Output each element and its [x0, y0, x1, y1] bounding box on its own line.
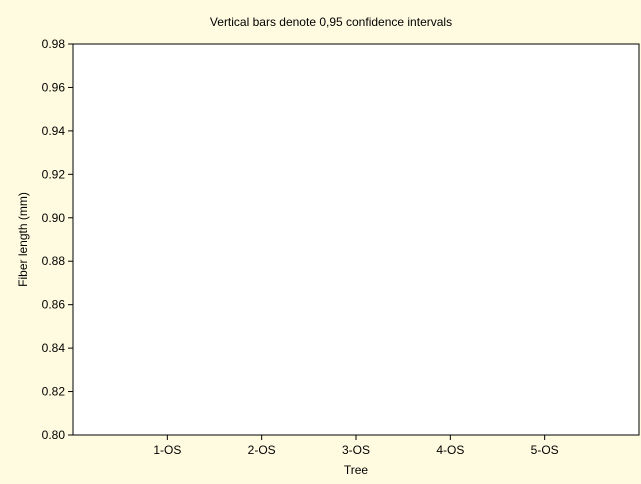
ticks-layer: 0.80 0.82 0.84 0.86 0.88 0.90 0.92 0.94 0.96 0.98…	[42, 37, 559, 457]
y-tick-label: 0.88	[42, 254, 66, 268]
y-tick-label: 0.94	[42, 124, 66, 138]
y-tick-label: 0.86	[42, 298, 66, 312]
x-tick-label: 4-OS	[436, 443, 464, 457]
chart-title: Vertical bars denote 0,95 confidence int…	[210, 15, 452, 29]
y-tick-label: 0.90	[42, 211, 66, 225]
x-tick-label: 5-OS	[531, 443, 559, 457]
x-axis-label: Tree	[344, 463, 369, 477]
y-tick-label: 0.84	[42, 341, 66, 355]
plot-frame	[72, 43, 640, 436]
y-tick-label: 0.96	[42, 80, 66, 94]
y-tick-label: 0.98	[42, 37, 66, 51]
x-tick-label: 3-OS	[342, 443, 370, 457]
x-tick-label: 2-OS	[248, 443, 276, 457]
y-tick-label: 0.92	[42, 167, 66, 181]
y-tick-label: 0.80	[42, 428, 66, 442]
x-tick-label: 1-OS	[153, 443, 181, 457]
y-tick-label: 0.82	[42, 385, 66, 399]
y-axis-label: Fiber length (mm)	[16, 192, 30, 287]
